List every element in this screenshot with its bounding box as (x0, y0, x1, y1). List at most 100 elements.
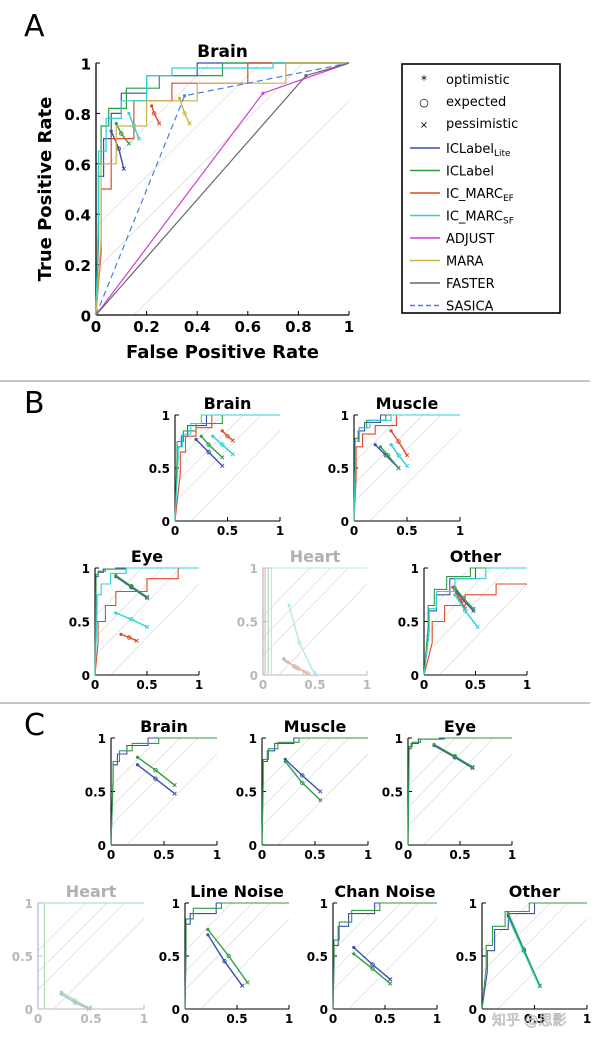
guide-line (200, 918, 290, 1010)
y-tick-label: 1 (341, 409, 349, 423)
series-iclabel (332, 902, 437, 1010)
series-iclabel (110, 737, 217, 846)
y-tick-label: 0 (395, 839, 403, 853)
optimistic-point (283, 759, 287, 764)
x-axis-label: False Positive Rate (126, 342, 319, 363)
expected-point (300, 773, 305, 778)
pessimistic-point (126, 141, 132, 146)
operating-point-line (151, 105, 160, 124)
x-tick-label: 1 (433, 1012, 441, 1026)
y-tick-label: 0.5 (149, 462, 170, 476)
x-tick-label: 1 (508, 848, 516, 862)
y-tick-label: 0 (411, 669, 419, 683)
chart-c-chan-noise: 0 0.5 1 0 0.5 1 Chan Noise (307, 882, 441, 1026)
x-tick-label: 1 (195, 678, 203, 692)
expected-point (462, 608, 468, 614)
pessimistic-point (230, 438, 235, 443)
optimistic-point (261, 91, 265, 95)
x-tick-label: 0.5 (80, 1012, 101, 1026)
series-sasica (95, 62, 350, 316)
optimistic-point (135, 755, 140, 759)
guide-line (174, 414, 244, 485)
optimistic-point (451, 585, 455, 589)
guide-line (53, 918, 145, 1010)
chart-b-eye: 0 0.5 1 0 0.5 1 Eye (69, 547, 203, 692)
legend-marker-optimistic-label: optimistic (446, 73, 510, 88)
expected-point (153, 776, 158, 781)
roc-curve (353, 414, 460, 522)
y-tick-label: 0.5 (85, 786, 106, 800)
series-ic-marc-ef (264, 567, 367, 677)
roc-curve (270, 567, 367, 675)
legend-label-sub: EF (503, 194, 514, 204)
pessimistic-point (187, 121, 192, 126)
y-tick-label: 0.5 (398, 616, 419, 630)
x-tick-label: 0 (404, 848, 412, 862)
roc-curve (95, 62, 349, 316)
optimistic-point (114, 573, 118, 578)
optimistic-point (389, 429, 393, 433)
y-tick-label: 1 (25, 897, 33, 911)
y-tick-label: 0.5 (456, 950, 477, 964)
expected-point (116, 146, 122, 151)
roc-curve (110, 737, 217, 846)
operating-point-line (353, 946, 391, 980)
pessimistic-point (144, 594, 150, 600)
y-tick-label: 1 (320, 897, 328, 911)
series-ic-marc-sf (270, 567, 367, 678)
optimistic-point (114, 121, 118, 126)
pessimistic-point (172, 782, 177, 788)
operating-point-line (390, 444, 408, 467)
x-tick-label: 0.5 (524, 1012, 545, 1026)
chart-title: Muscle (284, 717, 347, 736)
y-tick-label: 0 (25, 1003, 33, 1017)
chart-title: Muscle (376, 394, 439, 413)
y-tick-label: 0.4 (64, 207, 91, 225)
y-tick-label: 1 (411, 562, 419, 576)
operating-point-line (454, 586, 474, 610)
optimistic-point (286, 660, 290, 664)
pessimistic-point (172, 791, 177, 796)
guide-line (110, 737, 159, 787)
guide-line (353, 414, 442, 503)
expected-point (452, 753, 458, 759)
optimistic-point (282, 657, 286, 661)
guide-line (110, 583, 200, 676)
legend-label-iclabel: ICLabel (446, 165, 494, 180)
x-tick-label: 1 (523, 678, 531, 692)
expected-point (129, 583, 134, 589)
optimistic-point (194, 437, 198, 441)
operating-point-line (212, 435, 234, 455)
y-tick-label: 0.5 (69, 616, 90, 630)
operating-point-line (120, 633, 137, 642)
x-tick-label: 0 (350, 524, 358, 538)
y-tick-label: 0.8 (64, 106, 91, 124)
series-iclabel (407, 737, 512, 846)
legend-entries: ICLabelLiteICLabelIC_MARCEFIC_MARCSFADJU… (410, 142, 514, 315)
y-tick-label: 0 (249, 839, 257, 853)
legend-label-adjust: ADJUST (446, 232, 495, 247)
panel-label-c: C (24, 708, 45, 743)
expected-point (153, 767, 158, 773)
x-tick-label: 0 (259, 678, 267, 692)
x-tick-label: 0.8 (285, 318, 312, 336)
roc-curve (423, 567, 527, 676)
pessimistic-point (121, 166, 126, 171)
y-tick-label: 1 (162, 409, 170, 423)
roc-curve (507, 917, 541, 989)
pessimistic-point (230, 452, 235, 457)
legend-marker-expected-symbol: ○ (419, 96, 429, 109)
x-tick-label: 0.5 (153, 848, 174, 862)
operating-point-line (110, 130, 125, 169)
optimistic-point (389, 443, 393, 447)
legend-marker-pessimistic-symbol: × (420, 120, 428, 131)
roc-curve (353, 414, 460, 522)
optimistic-point (352, 945, 356, 950)
optimistic-point (150, 104, 154, 108)
chart-title: Chan Noise (334, 882, 435, 901)
roc-curve (332, 902, 437, 1010)
x-tick-label: 1 (276, 524, 284, 538)
series-iclabel (174, 414, 280, 522)
series-ic-marc-sf (94, 567, 199, 676)
series-ic-marc-sf (507, 917, 541, 989)
